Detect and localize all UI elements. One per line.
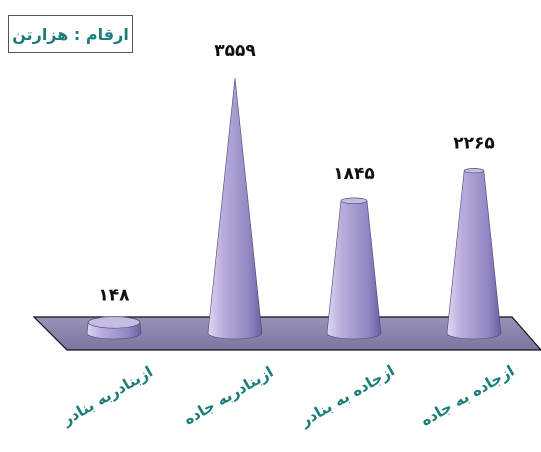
category-label: ازبنادربه جاده xyxy=(181,363,277,429)
data-label: ۲۲۶۵ xyxy=(453,134,495,154)
category-label: ازبنادربه بنادر xyxy=(58,363,155,430)
data-label: ۳۵۵۹ xyxy=(214,41,256,61)
cone-bar xyxy=(207,77,263,340)
cone-bar-cap xyxy=(87,316,141,329)
cone-bar-cap xyxy=(463,168,485,174)
data-label: ۱۸۴۵ xyxy=(333,164,375,184)
data-label: ۱۴۸ xyxy=(98,285,130,305)
cone-bar xyxy=(326,197,382,340)
cone-bar xyxy=(446,168,502,340)
unit-label-box: ارقام : هزارتن xyxy=(8,15,133,53)
cone-bar-cap xyxy=(340,197,368,204)
category-label: ازجاده به جاده xyxy=(418,362,518,430)
category-label: ازجاده به بنادر xyxy=(296,361,397,430)
unit-label: ارقام : هزارتن xyxy=(12,24,129,44)
